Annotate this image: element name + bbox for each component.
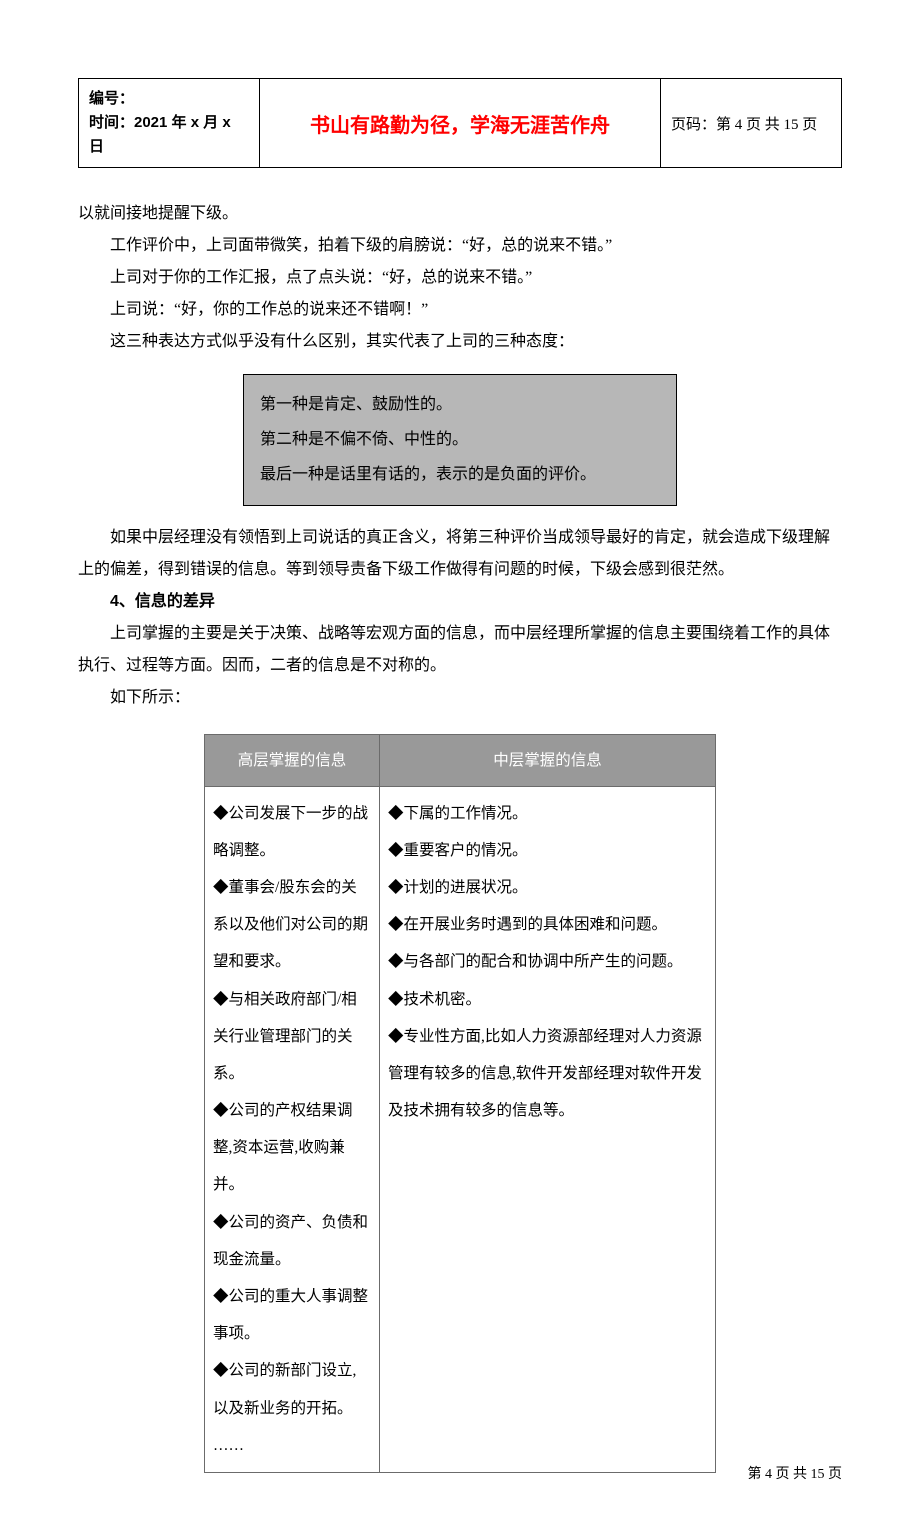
info-table: 高层掌握的信息 中层掌握的信息 ◆公司发展下一步的战略调整。 ◆董事会/股东会的… bbox=[204, 734, 716, 1473]
paragraph-3: 上司对于你的工作汇报，点了点头说：“好，总的说来不错。” bbox=[78, 262, 842, 294]
header-right-cell: 页码：第 4 页 共 15 页 bbox=[661, 79, 842, 168]
callout-box: 第一种是肯定、鼓励性的。 第二种是不偏不倚、中性的。 最后一种是话里有话的，表示… bbox=[243, 374, 677, 506]
table-cell-col1: ◆公司发展下一步的战略调整。 ◆董事会/股东会的关系以及他们对公司的期望和要求。… bbox=[205, 786, 380, 1472]
body-text: 以就间接地提醒下级。 工作评价中，上司面带微笑，拍着下级的肩膀说：“好，总的说来… bbox=[78, 198, 842, 1473]
paragraph-1: 以就间接地提醒下级。 bbox=[78, 198, 842, 230]
table-header-col1: 高层掌握的信息 bbox=[205, 734, 380, 786]
header-number-label: 编号： bbox=[89, 87, 249, 111]
paragraph-8: 如下所示： bbox=[78, 682, 842, 714]
header-table: 编号： 时间：2021 年 x 月 x 日 书山有路勤为径，学海无涯苦作舟 页码… bbox=[78, 78, 842, 168]
callout-line-1: 第一种是肯定、鼓励性的。 bbox=[260, 387, 660, 422]
table-header-row: 高层掌握的信息 中层掌握的信息 bbox=[205, 734, 716, 786]
table-header-col2: 中层掌握的信息 bbox=[380, 734, 716, 786]
section-4-title-text: 4、信息的差异 bbox=[110, 593, 215, 610]
header-center-cell: 书山有路勤为径，学海无涯苦作舟 bbox=[260, 79, 661, 168]
paragraph-2: 工作评价中，上司面带微笑，拍着下级的肩膀说：“好，总的说来不错。” bbox=[78, 230, 842, 262]
header-motto: 书山有路勤为径，学海无涯苦作舟 bbox=[310, 115, 610, 137]
section-4-title: 4、信息的差异 bbox=[78, 586, 842, 618]
header-left-cell: 编号： 时间：2021 年 x 月 x 日 bbox=[79, 79, 260, 168]
header-date-label: 时间：2021 年 x 月 x 日 bbox=[89, 111, 249, 159]
paragraph-7: 上司掌握的主要是关于决策、战略等宏观方面的信息，而中层经理所掌握的信息主要围绕着… bbox=[78, 618, 842, 682]
table-cell-col2: ◆下属的工作情况。 ◆重要客户的情况。 ◆计划的进展状况。 ◆在开展业务时遇到的… bbox=[380, 786, 716, 1472]
paragraph-6: 如果中层经理没有领悟到上司说话的真正含义，将第三种评价当成领导最好的肯定，就会造… bbox=[78, 522, 842, 586]
page-footer: 第 4 页 共 15 页 bbox=[748, 1463, 843, 1483]
header-page-label: 页码：第 4 页 共 15 页 bbox=[671, 117, 817, 133]
table-row: ◆公司发展下一步的战略调整。 ◆董事会/股东会的关系以及他们对公司的期望和要求。… bbox=[205, 786, 716, 1472]
paragraph-5: 这三种表达方式似乎没有什么区别，其实代表了上司的三种态度： bbox=[78, 326, 842, 358]
callout-line-2: 第二种是不偏不倚、中性的。 bbox=[260, 422, 660, 457]
page-container: 编号： 时间：2021 年 x 月 x 日 书山有路勤为径，学海无涯苦作舟 页码… bbox=[0, 0, 920, 1513]
paragraph-4: 上司说：“好，你的工作总的说来还不错啊！” bbox=[78, 294, 842, 326]
callout-line-3: 最后一种是话里有话的，表示的是负面的评价。 bbox=[260, 457, 660, 492]
